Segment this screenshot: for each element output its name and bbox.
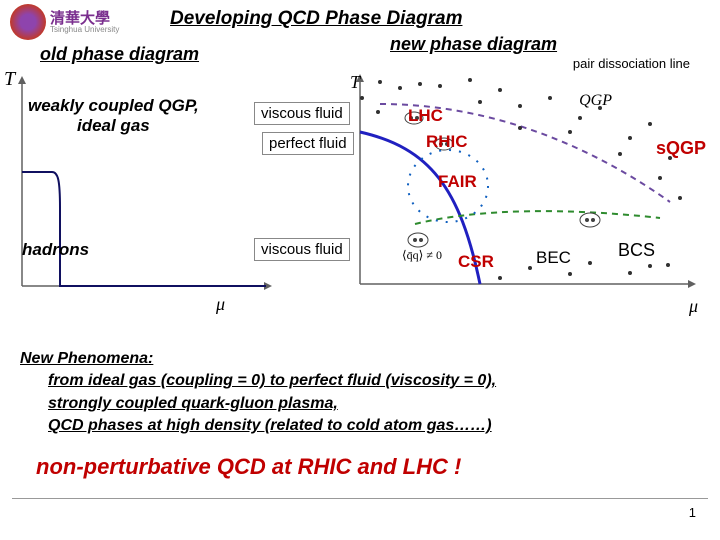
qgp-label: QGP xyxy=(579,92,612,110)
T-axis-label-left: T xyxy=(4,68,15,91)
old-phase-panel: T weakly coupled QGP, ideal gas hadrons … xyxy=(6,68,294,318)
diagrams-area: T weakly coupled QGP, ideal gas hadrons … xyxy=(0,68,720,328)
newphen-line-b: strongly coupled quark-gluon plasma, xyxy=(48,393,496,415)
new-phenomena-block: New Phenomena: from ideal gas (coupling … xyxy=(20,348,496,438)
footer-rule xyxy=(12,498,708,499)
perfect-fluid-label: perfect fluid xyxy=(262,132,354,155)
mu-axis-label-left: μ xyxy=(216,294,225,315)
sqgp-label: sQGP xyxy=(656,138,706,159)
subtitle-new: new phase diagram xyxy=(390,34,557,55)
newphen-line-a: from ideal gas (coupling = 0) to perfect… xyxy=(48,370,496,392)
viscous-fluid-bottom-label: viscous fluid xyxy=(254,238,350,261)
fair-label: FAIR xyxy=(438,172,477,192)
page-number: 1 xyxy=(689,505,696,520)
logo-en: Tsinghua University xyxy=(50,26,119,34)
subtitle-old: old phase diagram xyxy=(40,44,199,65)
qqbar-label: ⟨q̄q⟩ ≠ 0 xyxy=(402,248,442,263)
viscous-fluid-top-label: viscous fluid xyxy=(254,102,350,125)
new-phase-panel: T viscous fluid perfect fluid viscous fl… xyxy=(320,68,712,318)
new-phase-svg xyxy=(320,68,712,318)
T-axis-label-right: T xyxy=(350,72,360,93)
slide-title: Developing QCD Phase Diagram xyxy=(170,8,462,30)
logo-cn: 清華大學 xyxy=(50,11,119,26)
newphen-heading: New Phenomena: xyxy=(20,348,496,370)
university-logo: 清華大學 Tsinghua University xyxy=(10,4,119,40)
weakly-coupled-label: weakly coupled QGP, ideal gas xyxy=(28,96,199,135)
newphen-line-c: QCD phases at high density (related to c… xyxy=(48,415,496,437)
rhic-label: RHIC xyxy=(426,132,468,152)
hadrons-label: hadrons xyxy=(22,240,89,260)
weakly-text: weakly coupled QGP, ideal gas xyxy=(28,96,199,135)
csr-label: CSR xyxy=(458,252,494,272)
lhc-label: LHC xyxy=(408,106,443,126)
bcs-label: BCS xyxy=(618,240,655,261)
nonperturbative-line: non-perturbative QCD at RHIC and LHC ! xyxy=(36,454,461,480)
logo-text: 清華大學 Tsinghua University xyxy=(50,11,119,34)
bec-label: BEC xyxy=(536,248,571,268)
logo-seal-icon xyxy=(10,4,46,40)
mu-axis-label-right: μ xyxy=(689,296,698,317)
